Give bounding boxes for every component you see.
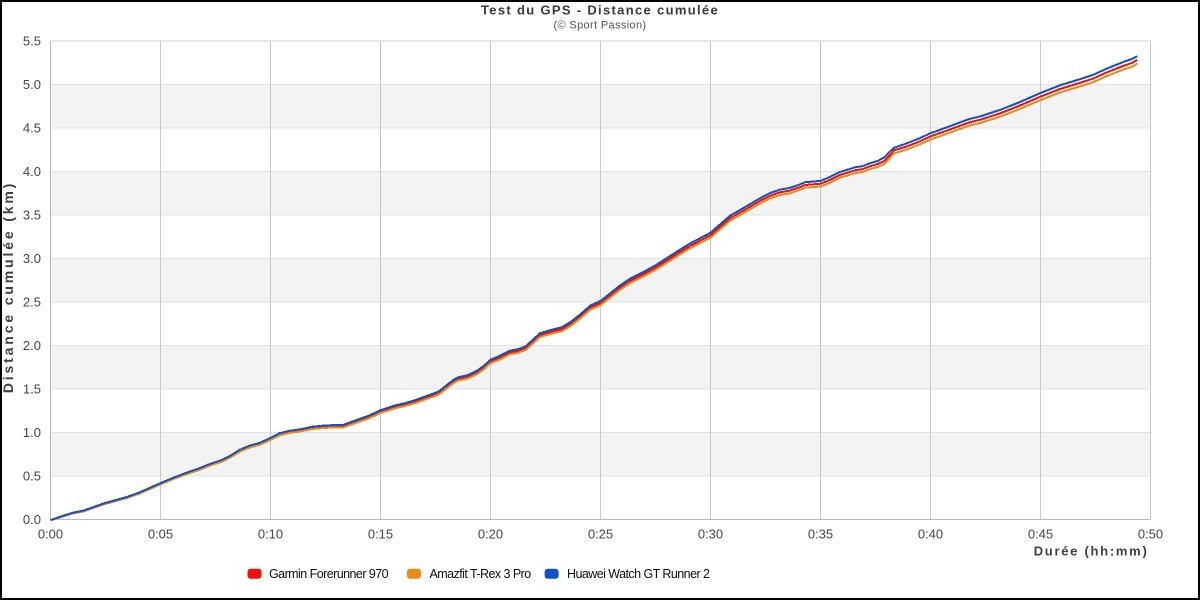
svg-text:Distance cumulée (km): Distance cumulée (km) <box>2 181 16 393</box>
svg-text:Test du GPS - Distance cumulée: Test du GPS - Distance cumulée <box>481 3 719 18</box>
svg-text:Garmin Forerunner 970: Garmin Forerunner 970 <box>269 567 389 581</box>
svg-text:3.5: 3.5 <box>23 208 41 223</box>
svg-text:1.5: 1.5 <box>23 382 41 397</box>
svg-text:3.0: 3.0 <box>23 251 41 266</box>
svg-text:4.0: 4.0 <box>23 164 41 179</box>
svg-text:5.5: 5.5 <box>23 34 41 49</box>
svg-text:0:00: 0:00 <box>38 527 63 542</box>
svg-text:1.0: 1.0 <box>23 425 41 440</box>
svg-text:Durée (hh:mm): Durée (hh:mm) <box>1034 544 1149 559</box>
svg-text:0:25: 0:25 <box>588 527 613 542</box>
svg-text:0:20: 0:20 <box>478 527 503 542</box>
svg-text:(© Sport Passion): (© Sport Passion) <box>554 20 647 32</box>
svg-text:0:30: 0:30 <box>698 527 723 542</box>
svg-text:2.5: 2.5 <box>23 295 41 310</box>
svg-text:0:35: 0:35 <box>808 527 833 542</box>
svg-text:0:15: 0:15 <box>368 527 393 542</box>
svg-text:2.0: 2.0 <box>23 338 41 353</box>
svg-text:0:05: 0:05 <box>148 527 173 542</box>
svg-text:Amazfit T-Rex 3 Pro: Amazfit T-Rex 3 Pro <box>430 567 532 581</box>
svg-text:4.5: 4.5 <box>23 121 41 136</box>
svg-text:0:45: 0:45 <box>1028 527 1053 542</box>
svg-text:0.5: 0.5 <box>23 469 41 484</box>
svg-text:5.0: 5.0 <box>23 77 41 92</box>
svg-text:0.0: 0.0 <box>23 512 41 527</box>
svg-text:0:10: 0:10 <box>258 527 283 542</box>
svg-text:0:50: 0:50 <box>1138 527 1163 542</box>
svg-text:Huawei Watch GT Runner 2: Huawei Watch GT Runner 2 <box>567 567 710 581</box>
svg-text:0:40: 0:40 <box>918 527 943 542</box>
